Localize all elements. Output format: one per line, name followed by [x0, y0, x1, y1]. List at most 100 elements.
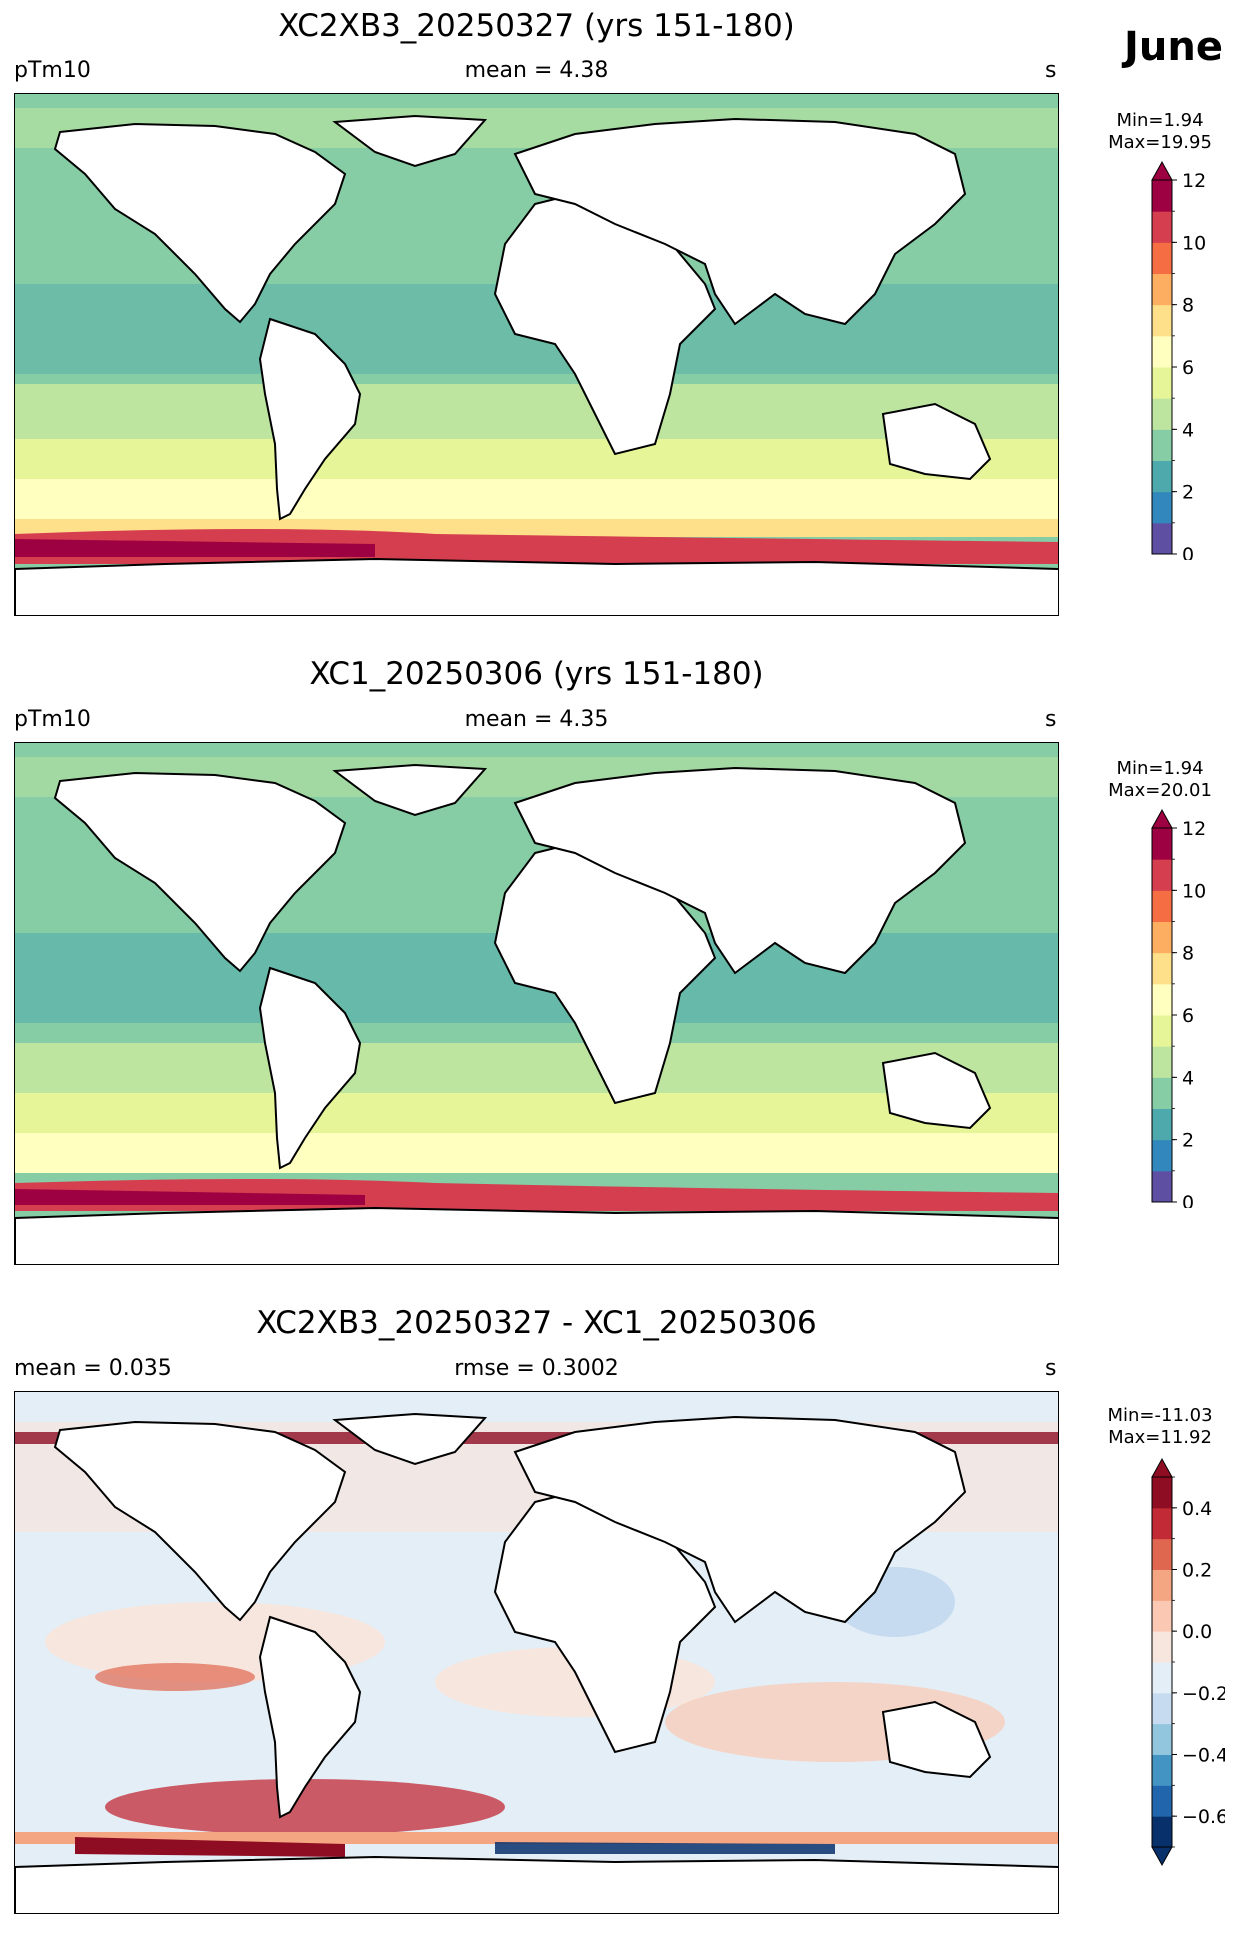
colorbar-segment: [1152, 1662, 1172, 1694]
colorbar-segment: [1152, 367, 1172, 399]
panel-2-variable-label: pTm10: [14, 707, 91, 732]
colorbar-segment: [1152, 1139, 1172, 1172]
eurasia: [513, 766, 967, 975]
colorbar-tick-label: 6: [1182, 1005, 1194, 1027]
pacific-max: [95, 1663, 255, 1691]
colorbar-extend-max: [1151, 808, 1173, 829]
australia: [881, 1051, 992, 1130]
southern-band: [15, 1133, 1058, 1173]
colorbar-tick-label: 2: [1182, 1130, 1194, 1152]
panel-1-mean-label: mean = 4.38: [464, 58, 609, 83]
colorbar-tick-label: 12: [1182, 170, 1206, 192]
colorbar-segment: [1152, 952, 1172, 985]
panel-3-rmse-label: rmse = 0.3002: [454, 1356, 619, 1381]
colorbar-tick-label: 4: [1182, 419, 1194, 441]
southern-band: [15, 1832, 1058, 1844]
colorbar-segment: [1152, 1046, 1172, 1078]
southern-band: [15, 479, 1058, 519]
colorbar-tick-label: 12: [1182, 818, 1206, 840]
colorbar-segment: [1152, 335, 1172, 368]
colorbar-extend-max: [1151, 160, 1173, 181]
south-america: [258, 966, 362, 1170]
colorbar-segment: [1152, 1477, 1172, 1509]
panel-3-map-svg: [15, 1392, 1058, 1913]
colorbar-segment: [1152, 1569, 1172, 1601]
australia: [881, 1700, 992, 1779]
panel-1-title: XC2XB3_20250327 (yrs 151-180): [278, 8, 795, 44]
southern-ocean-max: [15, 1189, 365, 1205]
panel-2-min: Min=1.94: [1116, 758, 1204, 779]
colorbar-tick-label: 4: [1182, 1067, 1194, 1089]
colorbar-tick-label: 0.2: [1182, 1560, 1212, 1582]
antarctica: [15, 1206, 1058, 1264]
colorbar-segment: [1152, 890, 1172, 922]
colorbar-segment: [1152, 1631, 1172, 1663]
greenland: [332, 763, 488, 817]
colorbar-extend-min: [1151, 1846, 1173, 1867]
panel-3-mean-label: mean = 0.035: [14, 1356, 172, 1381]
antarctica: [15, 557, 1058, 615]
panel-2-colorbar: 0 2 4 6 8 10 12: [1151, 808, 1206, 1208]
panel-3-title: XC2XB3_20250327 - XC1_20250306: [256, 1305, 817, 1341]
colorbar-tick-label: 10: [1182, 880, 1206, 902]
colorbar-segment: [1152, 460, 1172, 493]
colorbar-tick-label: 0.0: [1182, 1621, 1212, 1643]
south-america: [258, 317, 362, 521]
colorbar-segment: [1152, 1600, 1172, 1632]
colorbar-tick-label: −0.4: [1182, 1745, 1225, 1767]
panel-2-map-svg: [15, 743, 1058, 1264]
colorbar-segment: [1152, 1077, 1172, 1109]
colorbar-segment: [1152, 983, 1172, 1016]
colorbar-segment: [1152, 522, 1172, 555]
north-america: [53, 122, 347, 324]
panel-2-unit-label: s: [1045, 707, 1057, 732]
colorbar-segment: [1152, 242, 1172, 274]
panel-1-variable-label: pTm10: [14, 58, 91, 83]
colorbar-segment: [1152, 1754, 1172, 1786]
panel-1-unit-label: s: [1045, 58, 1057, 83]
south-america: [258, 1615, 362, 1819]
colorbar-tick-label: 8: [1182, 295, 1194, 317]
panel-1-max: Max=19.95: [1108, 132, 1212, 153]
australia: [881, 402, 992, 481]
colorbar-segment: [1152, 398, 1172, 430]
colorbar-tick-label: −0.6: [1182, 1806, 1225, 1828]
colorbar-segment: [1152, 1785, 1172, 1817]
colorbar-tick-label: 0: [1182, 1192, 1194, 1208]
greenland: [332, 1412, 488, 1466]
colorbar-tick-label: 2: [1182, 482, 1194, 504]
colorbar-segment: [1152, 859, 1172, 891]
colorbar-tick-label: 8: [1182, 943, 1194, 965]
colorbar-segment: [1152, 828, 1172, 860]
greenland: [332, 114, 488, 168]
colorbar-tick-label: −0.2: [1182, 1683, 1225, 1705]
eurasia: [513, 1415, 967, 1624]
colorbar-segment: [1152, 1692, 1172, 1725]
panel-2-max: Max=20.01: [1108, 780, 1212, 801]
antarctica: [15, 1855, 1058, 1913]
colorbar-tick-label: 0.6: [1182, 1455, 1212, 1458]
panel-2-mean-label: mean = 4.35: [464, 707, 609, 732]
colorbar-segment: [1152, 491, 1172, 524]
north-america: [53, 1420, 347, 1622]
colorbar-segment: [1152, 1170, 1172, 1203]
southern-ocean-max: [15, 539, 375, 557]
colorbar-segment: [1152, 1538, 1172, 1570]
panel-3-unit-label: s: [1045, 1356, 1057, 1381]
panel-1-map: [14, 93, 1059, 616]
midlat-band: [15, 439, 1058, 479]
colorbar-segment: [1152, 180, 1172, 212]
month-label: June: [1124, 24, 1223, 70]
panel-2-map: [14, 742, 1059, 1265]
southern-max: [75, 1837, 345, 1857]
colorbar-tick-label: 6: [1182, 357, 1194, 379]
continents: [15, 763, 1058, 1264]
colorbar-segment: [1152, 1723, 1172, 1755]
colorbar-segment: [1152, 211, 1172, 243]
subtropical-band: [15, 384, 1058, 439]
panel-1-colorbar: 0 2 4 6 8 10 12: [1151, 160, 1206, 560]
panel-3-min: Min=-11.03: [1107, 1405, 1213, 1426]
colorbar-segment: [1152, 1816, 1172, 1848]
southern-min: [495, 1842, 835, 1854]
panel-3-map: [14, 1391, 1059, 1914]
